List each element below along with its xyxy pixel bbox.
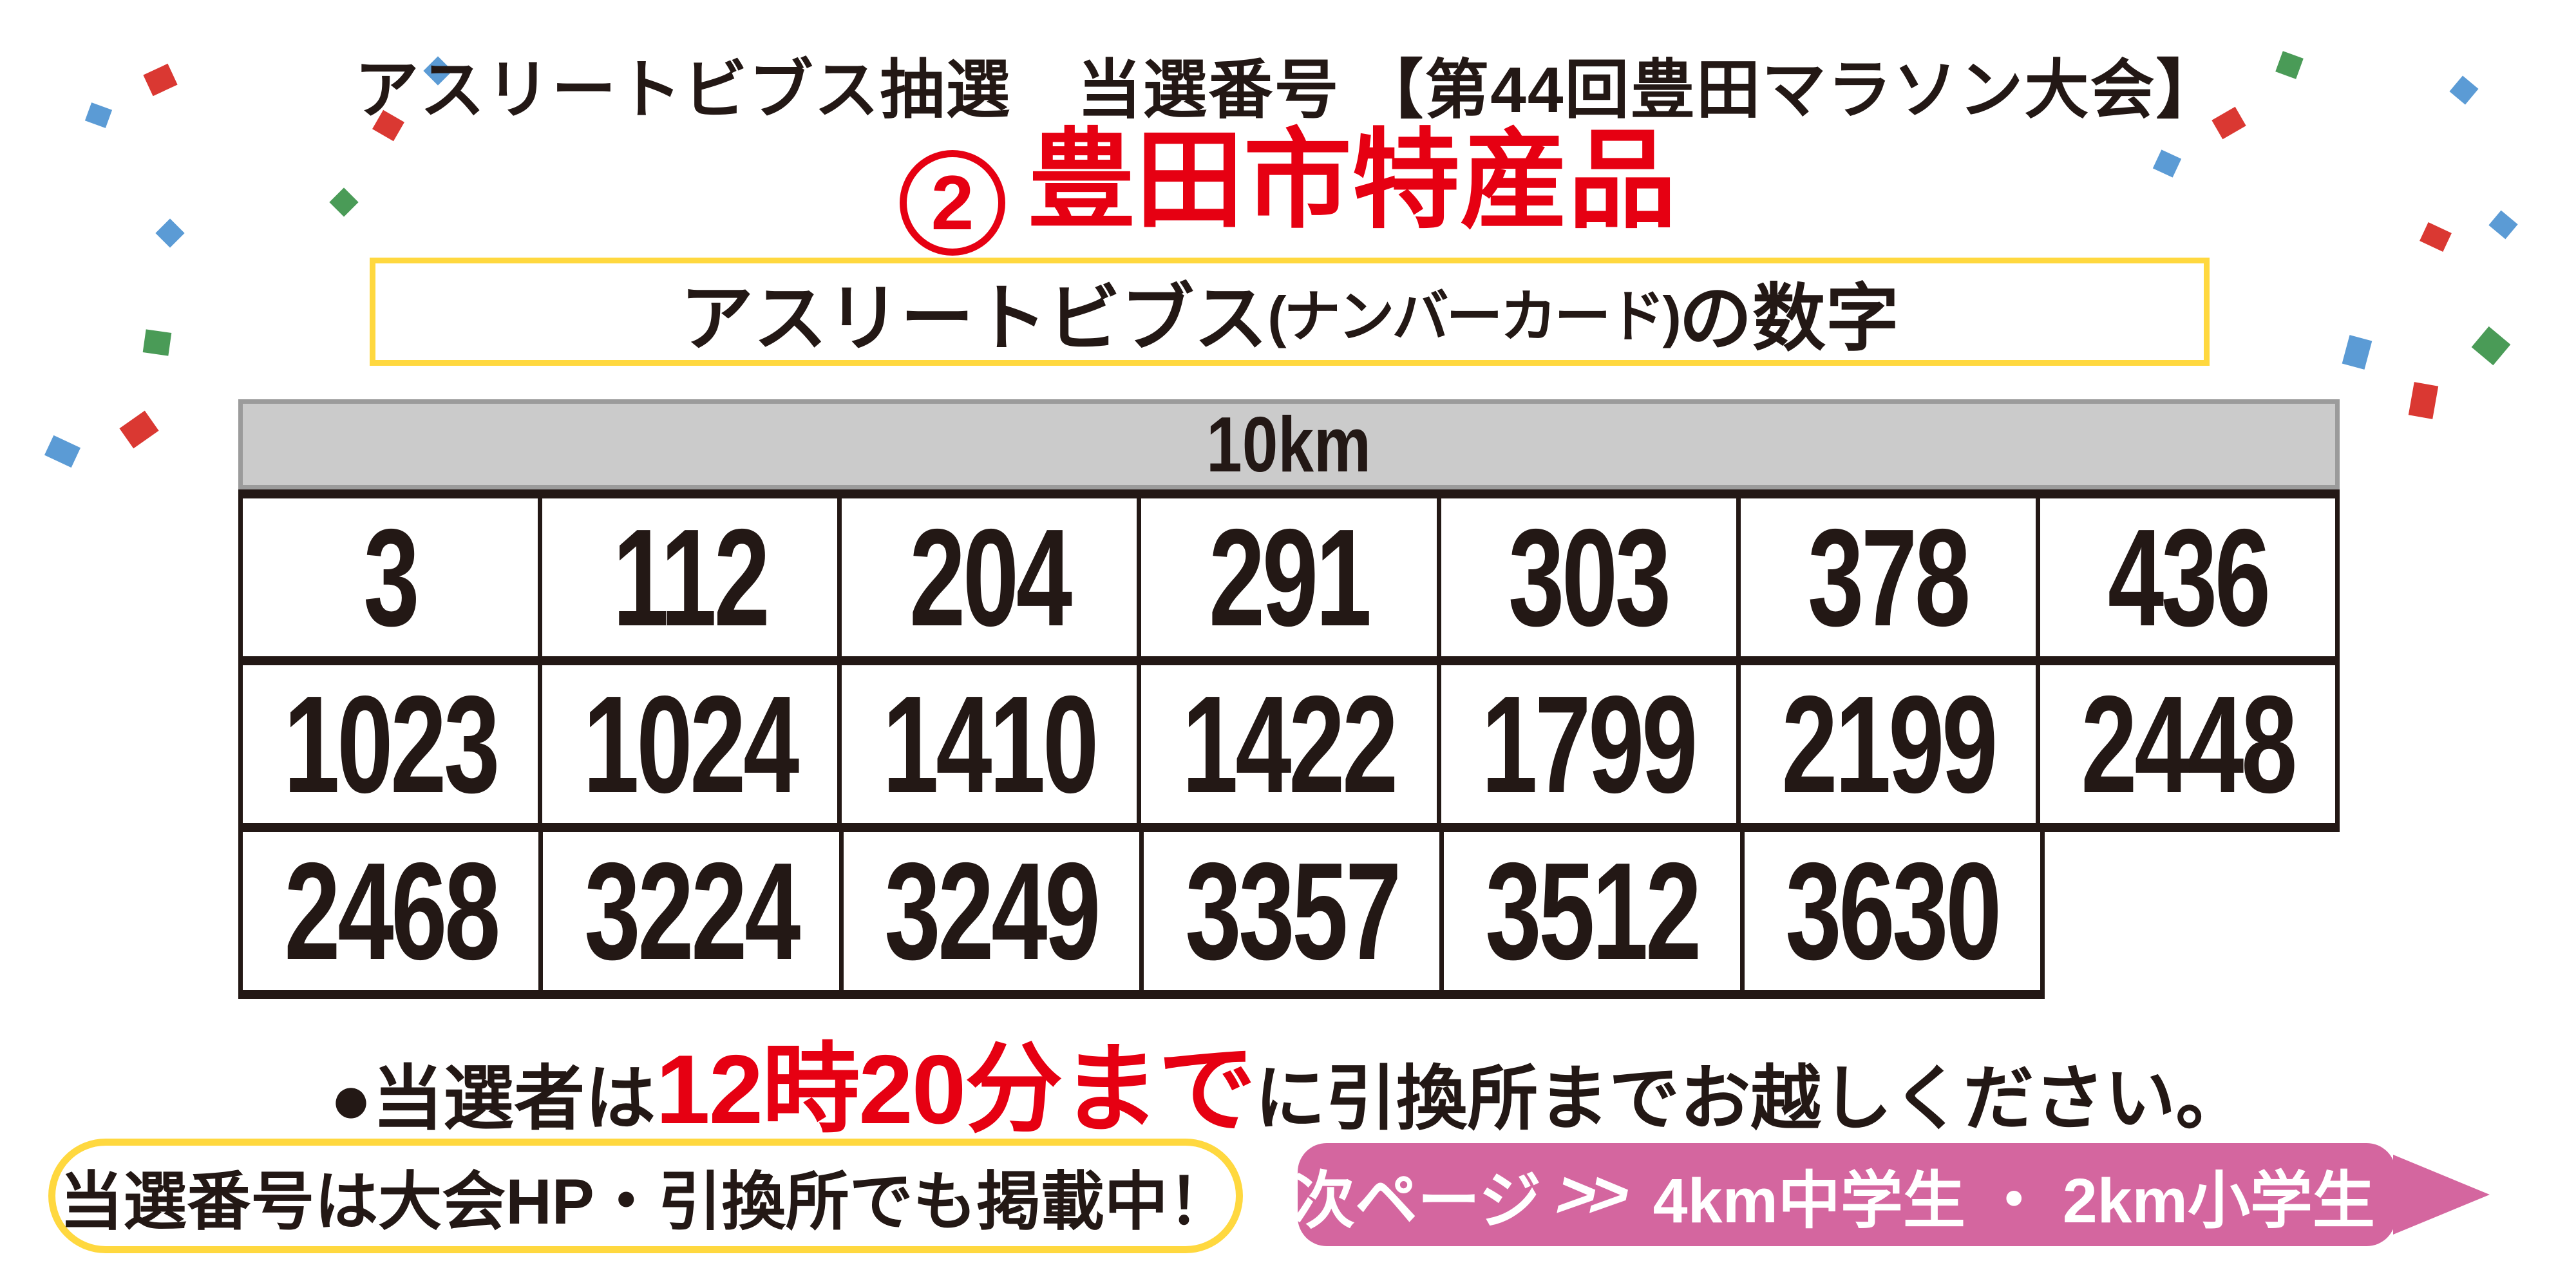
bib-number-cell: 1024	[542, 665, 842, 823]
confetti-piece	[44, 435, 81, 468]
bib-number-cell: 303	[1441, 498, 1741, 656]
confetti-piece	[2408, 382, 2439, 419]
confetti-piece	[142, 329, 172, 356]
bib-number-cell: 2448	[2081, 666, 2297, 822]
bib-number-cell: 3630	[1785, 833, 2002, 989]
subtitle-box: アスリートビブス (ナンバーカード) の数字	[370, 258, 2210, 366]
confetti-piece	[2471, 326, 2511, 366]
table-row: 2468 3224 3249 3357 3512 3630	[238, 832, 2045, 999]
bib-number-cell: 3224	[543, 832, 844, 990]
confetti-piece	[119, 410, 159, 449]
bullet-icon: ●	[329, 1059, 373, 1139]
bib-number-cell: 3512	[1444, 832, 1745, 990]
bib-number-cell: 3357	[1144, 832, 1444, 990]
heading-label: 豊田市特産品	[1027, 120, 1676, 241]
bib-number-cell: 3	[243, 498, 543, 656]
heading-circled-number: 2	[900, 150, 1005, 256]
pickup-deadline-notice: ●当選者は12時20分までに引換所までお越しください。	[0, 1010, 2576, 1151]
next-page-target: 4km中学生 ・ 2km小学生	[1653, 1165, 2375, 1236]
next-page-banner: 次ページ >> 4km中学生 ・ 2km小学生	[1293, 1143, 2490, 1246]
bib-number-cell: 1410	[842, 665, 1142, 823]
subtitle-paren: (ナンバーカード)	[1267, 284, 1681, 348]
subtitle-suffix: の数字	[1678, 278, 1899, 360]
bib-number-cell: 1023	[243, 665, 543, 823]
notice-post-text: に引換所までお越しください。	[1255, 1059, 2247, 1139]
table-row: 3 112 204 291 303 378 436	[238, 489, 2340, 656]
bib-number-cell: 1422	[1141, 665, 1441, 823]
bib-number-cell: 378	[1741, 498, 2040, 656]
banner-arrow-tail	[2393, 1155, 2490, 1235]
subtitle-main: アスリートビブス	[680, 278, 1268, 360]
table-row: 1023 1024 1410 1422 1799 2199 2448	[238, 656, 2340, 832]
bib-number-cell: 204	[842, 498, 1142, 656]
table-header-label: 10km	[1206, 401, 1372, 488]
chevron-right-icon: >>	[1549, 1157, 1632, 1232]
notice-pre-text: 当選者は	[372, 1059, 656, 1139]
page-title: アスリートビブス抽選 当選番号 【第44回豊田マラソン大会】	[354, 54, 2222, 126]
bib-number-cell: 291	[1141, 498, 1441, 656]
section-heading: 2 豊田市特産品	[0, 126, 2576, 256]
bib-number-cell: 2199	[1741, 665, 2040, 823]
confetti-piece	[2342, 335, 2372, 370]
bib-number-cell: 3249	[844, 832, 1144, 990]
bib-number-cell: 436	[2107, 499, 2271, 655]
bib-number-cell: 2468	[243, 832, 544, 990]
bib-number-table: 10km 3 112 204 291 303 378 436 1023 1024 1410 142…	[238, 399, 2340, 999]
winning-numbers-info-pill: 当選番号は大会HP・引換所でも掲載中！	[48, 1139, 1243, 1253]
notice-deadline-highlight: 12時20分まで	[656, 1035, 1256, 1144]
bib-number-cell: 1799	[1441, 665, 1741, 823]
next-page-label: 次ページ	[1293, 1165, 1542, 1236]
bib-number-cell: 112	[542, 498, 842, 656]
table-header-10km: 10km	[238, 399, 2340, 489]
